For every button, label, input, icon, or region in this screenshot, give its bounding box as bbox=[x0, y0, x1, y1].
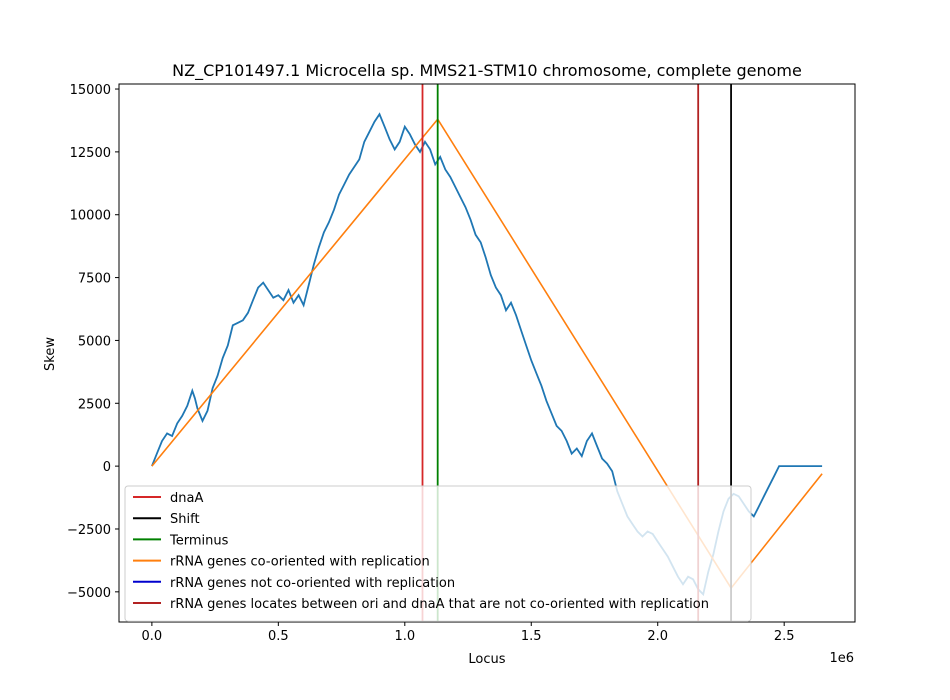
y-tick-label: 5000 bbox=[78, 334, 111, 349]
legend-label: Terminus bbox=[169, 533, 229, 548]
replication-fit-line bbox=[151, 117, 823, 590]
y-axis: −5000 −2500 0 2500 5000 7500 10000 12500 15000 bbox=[67, 83, 119, 601]
legend-label: dnaA bbox=[170, 491, 203, 506]
x-tick-label: 0.5 bbox=[268, 629, 289, 644]
x-tick-label: 0.0 bbox=[142, 629, 163, 644]
chart-title: NZ_CP101497.1 Microcella sp. MMS21-STM10… bbox=[172, 61, 802, 81]
legend-label: rRNA genes locates between ori and dnaA … bbox=[170, 597, 709, 612]
legend-label: rRNA genes not co-oriented with replicat… bbox=[170, 576, 455, 591]
plot-frame bbox=[118, 83, 856, 623]
legend-box bbox=[124, 485, 752, 622]
y-tick-label: 10000 bbox=[70, 209, 111, 224]
y-tick-label: −5000 bbox=[67, 586, 111, 601]
x-tick-label: 1.5 bbox=[521, 629, 542, 644]
y-tick-label: 2500 bbox=[78, 397, 111, 412]
x-tick-label: 1.0 bbox=[394, 629, 415, 644]
x-axis: 0.0 0.5 1.0 1.5 2.0 2.5 bbox=[142, 622, 795, 644]
y-tick-label: 0 bbox=[103, 460, 111, 475]
x-tick-label: 2.5 bbox=[774, 629, 795, 644]
y-tick-label: 15000 bbox=[70, 83, 111, 98]
legend-label: rRNA genes co-oriented with replication bbox=[170, 555, 430, 570]
y-tick-label: −2500 bbox=[67, 523, 111, 538]
y-axis-label: Skew bbox=[43, 337, 58, 371]
x-axis-label: Locus bbox=[468, 652, 505, 667]
y-tick-label: 7500 bbox=[78, 272, 111, 287]
y-tick-label: 12500 bbox=[70, 146, 111, 161]
x-offset-label: 1e6 bbox=[829, 651, 854, 666]
legend-label: Shift bbox=[170, 512, 200, 527]
x-tick-label: 2.0 bbox=[647, 629, 668, 644]
legend: dnaA Shift Terminus rRNA genes co-oriented … bbox=[124, 485, 752, 622]
